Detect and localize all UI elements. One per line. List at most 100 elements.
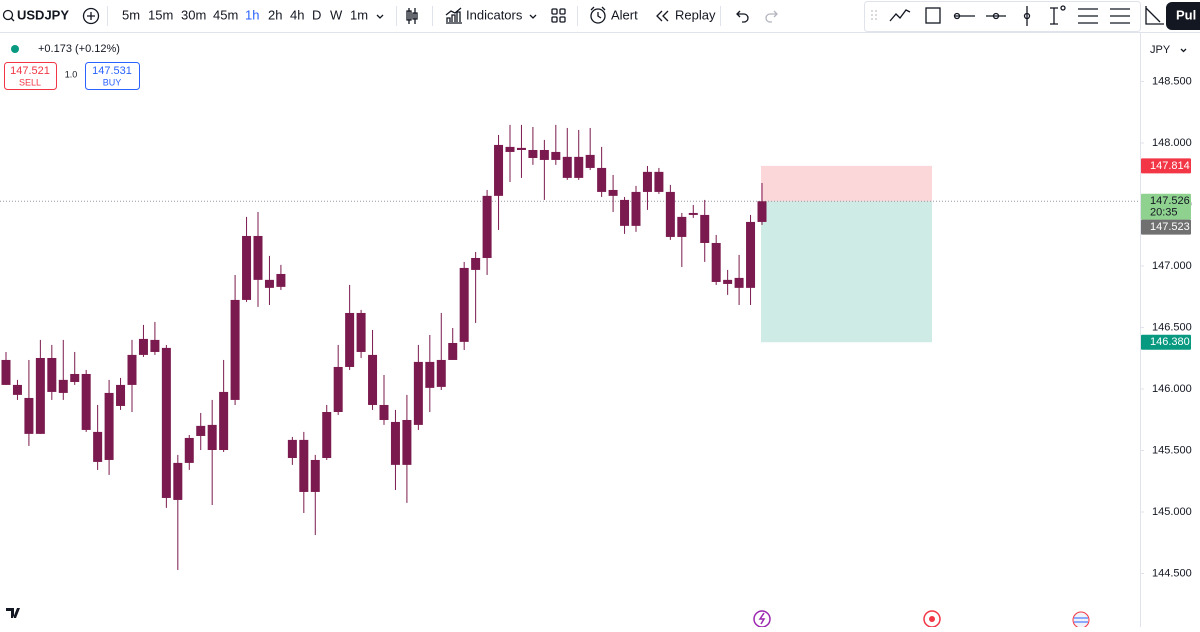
candle-body	[666, 192, 675, 237]
candle-body	[116, 385, 125, 406]
candle-body	[380, 405, 389, 420]
candle-body	[70, 374, 79, 382]
candle-body	[288, 440, 297, 458]
interval-button[interactable]: 1h	[245, 7, 259, 22]
candle-body	[746, 222, 755, 288]
candle-body	[128, 355, 137, 385]
y-tick-label: 145.500	[1152, 444, 1192, 456]
y-tick-label: 147.000	[1152, 260, 1192, 272]
candle-body	[93, 432, 102, 462]
candle-body	[597, 168, 606, 192]
candle-body	[139, 339, 148, 355]
alert-button[interactable]: Alert	[611, 7, 638, 22]
candle-body	[208, 425, 217, 450]
candle-body	[402, 420, 411, 465]
candle-body	[36, 358, 45, 434]
price-tag-label: 146.380	[1150, 336, 1190, 348]
flag-icon[interactable]	[1073, 612, 1089, 627]
candle-body	[254, 236, 263, 280]
candle-body	[322, 412, 331, 458]
candle-body	[391, 422, 400, 465]
candle-body	[357, 313, 366, 352]
stop-zone	[761, 166, 932, 201]
symbol[interactable]: USDJPY	[17, 7, 69, 22]
candle-body	[735, 278, 744, 288]
candle-body	[643, 172, 652, 192]
candle-body	[47, 358, 56, 392]
price-tag-time: 20:35	[1150, 207, 1178, 219]
candle-body	[425, 362, 434, 388]
sell-price[interactable]: 147.521	[10, 65, 50, 77]
candle-body	[712, 243, 721, 282]
candle-body	[334, 367, 343, 412]
interval-button[interactable]: 5m	[122, 7, 140, 22]
candle-body	[574, 157, 583, 178]
candle-body	[219, 392, 228, 450]
candle-body	[517, 148, 526, 150]
y-tick-label: 146.000	[1152, 383, 1192, 395]
interval-button[interactable]: 45m	[213, 7, 238, 22]
candle-body	[677, 217, 686, 237]
candle-body	[414, 362, 423, 425]
candle-body	[311, 460, 320, 492]
candle-body	[483, 196, 492, 258]
candle-body	[105, 393, 114, 460]
interval-button[interactable]: D	[312, 7, 321, 22]
replay-button[interactable]: Replay	[675, 7, 716, 22]
candle-body	[471, 258, 480, 270]
y-tick-label: 148.000	[1152, 137, 1192, 149]
candle-body	[551, 152, 560, 160]
candle-body	[299, 440, 308, 492]
candle-body	[196, 426, 205, 436]
buy-label[interactable]: BUY	[103, 77, 122, 87]
candle-body	[758, 201, 767, 222]
candle-body	[620, 200, 629, 226]
candle-body	[700, 215, 709, 243]
candle-body	[448, 343, 457, 360]
candle-body	[563, 157, 572, 178]
buy-price[interactable]: 147.531	[92, 65, 132, 77]
currency[interactable]: JPY	[1150, 44, 1171, 56]
candle-body	[13, 385, 22, 395]
price-tag-label: 147.523	[1150, 221, 1190, 233]
candle-body	[609, 190, 618, 196]
y-tick-label: 144.500	[1152, 567, 1192, 579]
candle-body	[276, 274, 285, 287]
candle-body	[689, 213, 698, 215]
candle-body	[2, 360, 11, 385]
candle-body	[586, 155, 595, 168]
price-tag-label: 147.814	[1150, 160, 1190, 172]
candle-body	[494, 145, 503, 196]
publish-label[interactable]: Pul	[1176, 7, 1196, 22]
candle-body	[654, 172, 663, 192]
candle-body	[265, 280, 274, 288]
interval-button[interactable]: W	[330, 7, 343, 22]
candle-body	[437, 360, 446, 387]
candle-body	[460, 268, 469, 342]
interval-button[interactable]: 2h	[268, 7, 282, 22]
quantity: 1.0	[65, 69, 78, 79]
candle-body	[506, 147, 515, 152]
candle-body	[82, 374, 91, 430]
interval-button[interactable]: 15m	[148, 7, 173, 22]
interval-button[interactable]: 30m	[181, 7, 206, 22]
price-tag-label: 147.526	[1150, 195, 1190, 207]
target-zone	[761, 201, 932, 342]
y-tick-label: 148.500	[1152, 75, 1192, 87]
candle-body	[632, 192, 641, 226]
candle-body	[185, 438, 194, 463]
candle-body	[242, 236, 251, 300]
candle-body	[24, 398, 33, 434]
candle-body	[528, 150, 537, 158]
indicators-button[interactable]: Indicators	[466, 7, 523, 22]
interval-button[interactable]: 1m	[350, 7, 368, 22]
interval-button[interactable]: 4h	[290, 7, 304, 22]
y-tick-label: 146.500	[1152, 321, 1192, 333]
candle-body	[59, 380, 68, 393]
candle-body	[345, 313, 354, 367]
change: +0.173 (+0.12%)	[38, 43, 120, 55]
candle-body	[173, 463, 182, 500]
sell-label[interactable]: SELL	[19, 77, 41, 87]
